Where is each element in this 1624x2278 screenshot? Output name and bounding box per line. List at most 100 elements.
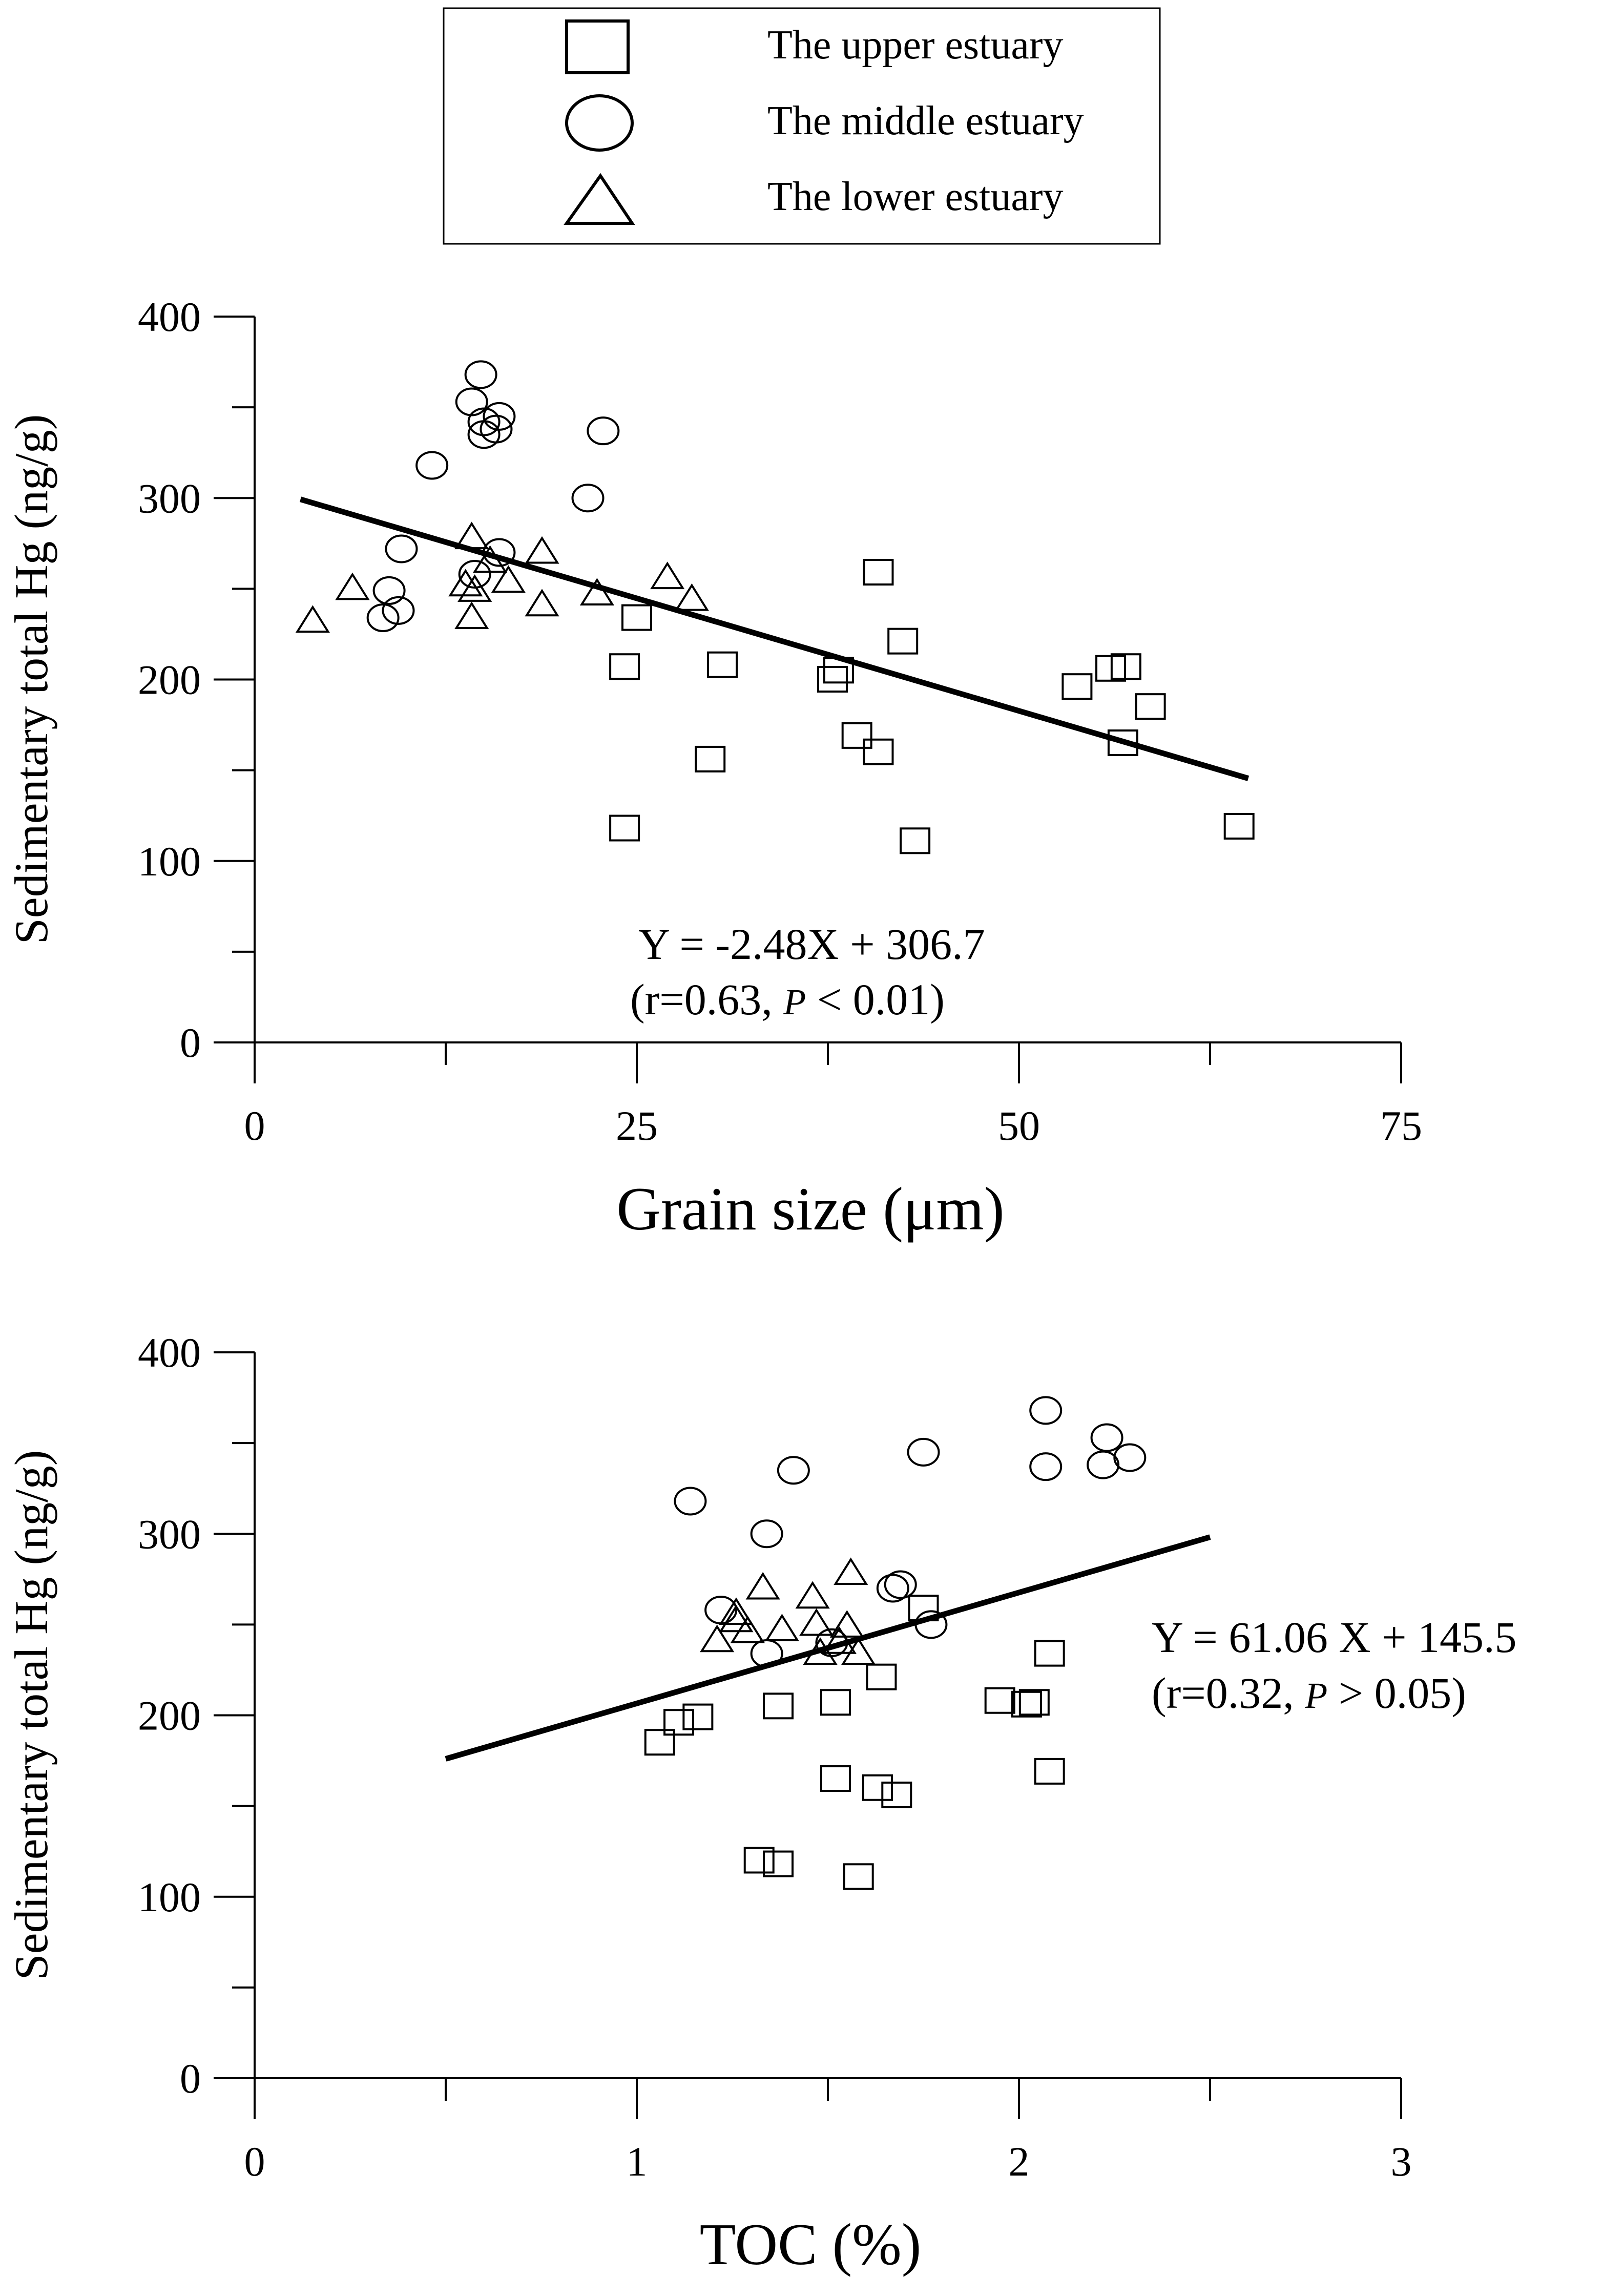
- y-axis-title: Sedimentary total Hg (ng/g): [5, 414, 57, 945]
- point-middle-estuary: [483, 538, 516, 567]
- y-tick-label: 300: [138, 475, 201, 521]
- point-lower-estuary: [829, 1610, 864, 1638]
- point-lower-estuary: [491, 565, 526, 593]
- y-axis-title: Sedimentary total Hg (ng/g): [5, 1450, 57, 1980]
- y-tick-label: 200: [138, 657, 201, 703]
- stats-p-italic: P: [783, 981, 806, 1022]
- point-lower-estuary: [803, 1637, 838, 1665]
- point-lower-estuary: [525, 536, 559, 564]
- point-lower-estuary: [579, 578, 615, 606]
- point-middle-estuary: [914, 1610, 948, 1639]
- point-lower-estuary: [834, 1557, 868, 1585]
- point-lower-estuary: [650, 561, 685, 590]
- point-lower-estuary: [525, 589, 559, 617]
- x-axis-title: Grain size (μm): [616, 1175, 1004, 1243]
- legend-label-lower: The lower estuary: [767, 174, 1064, 219]
- point-upper-estuary: [841, 722, 872, 749]
- point-middle-estuary: [382, 596, 415, 625]
- y-tick-label: 100: [138, 838, 201, 885]
- regression-equation: Y = 61.06 X + 145.5: [1152, 1613, 1517, 1662]
- point-middle-estuary: [464, 360, 497, 389]
- point-upper-estuary: [823, 657, 854, 684]
- y-tick-label: 200: [138, 1692, 201, 1739]
- x-tick-label: 2: [1009, 2138, 1030, 2185]
- y-axis-ticks: 0 100 200 300 400: [138, 294, 255, 1066]
- point-lower-estuary: [454, 601, 489, 630]
- point-upper-estuary: [663, 1709, 695, 1736]
- point-upper-estuary: [763, 1692, 794, 1720]
- point-lower-estuary: [799, 1608, 834, 1636]
- point-upper-estuary: [863, 738, 894, 765]
- chart-toc: 0 100 200 300 400 0 1 2 3 Sedimentary total Hg …: [5, 1329, 1517, 2277]
- point-upper-estuary: [1110, 653, 1141, 680]
- x-tick-label: 1: [627, 2138, 648, 2185]
- stats-p-value: > 0.05): [1327, 1668, 1466, 1718]
- legend-label-middle: The middle estuary: [767, 98, 1084, 143]
- x-axis-ticks: 0 25 50 75: [244, 1042, 1422, 1149]
- point-lower-estuary: [454, 521, 489, 550]
- y-tick-label: 100: [138, 1874, 201, 1920]
- stats-p-italic: P: [1304, 1675, 1327, 1716]
- point-middle-estuary: [415, 451, 449, 480]
- point-lower-estuary: [448, 569, 483, 597]
- legend: The upper estuary The middle estuary The…: [443, 7, 1161, 245]
- stats-r: (r=0.63,: [630, 975, 783, 1024]
- point-lower-estuary: [764, 1614, 800, 1642]
- point-upper-estuary: [984, 1687, 1015, 1714]
- point-upper-estuary: [1011, 1690, 1042, 1718]
- point-upper-estuary: [695, 745, 726, 772]
- legend-marker-triangle: [564, 173, 635, 225]
- x-axis-title: TOC (%): [700, 2212, 922, 2277]
- point-middle-estuary: [884, 1570, 917, 1599]
- point-upper-estuary: [820, 1689, 851, 1716]
- point-lower-estuary: [822, 1626, 857, 1654]
- point-upper-estuary: [1135, 693, 1166, 720]
- point-middle-estuary: [907, 1437, 940, 1467]
- x-tick-label: 50: [998, 1102, 1040, 1149]
- point-lower-estuary: [730, 1615, 765, 1643]
- point-middle-estuary: [571, 484, 605, 513]
- point-lower-estuary: [457, 574, 492, 602]
- data-points: [644, 1396, 1147, 1890]
- point-middle-estuary: [674, 1487, 707, 1516]
- point-middle-estuary: [455, 387, 488, 416]
- stats-p-value: < 0.01): [806, 975, 945, 1024]
- point-upper-estuary: [887, 628, 919, 655]
- point-lower-estuary: [795, 1581, 830, 1609]
- point-upper-estuary: [881, 1781, 912, 1808]
- point-middle-estuary: [385, 534, 418, 563]
- y-axis-ticks: 0 100 200 300 400: [138, 1329, 255, 2102]
- legend-marker-square: [565, 19, 630, 74]
- point-lower-estuary: [674, 583, 710, 611]
- point-upper-estuary: [1034, 1640, 1065, 1667]
- point-upper-estuary: [1223, 812, 1255, 840]
- point-upper-estuary: [817, 666, 848, 693]
- point-upper-estuary: [820, 1765, 851, 1792]
- point-upper-estuary: [1061, 673, 1093, 700]
- data-points: [295, 360, 1255, 854]
- point-upper-estuary: [863, 559, 894, 586]
- point-upper-estuary: [621, 604, 652, 631]
- point-upper-estuary: [843, 1863, 874, 1890]
- point-lower-estuary: [841, 1637, 876, 1665]
- point-middle-estuary: [366, 603, 400, 633]
- point-lower-estuary: [295, 605, 330, 633]
- point-upper-estuary: [644, 1729, 675, 1756]
- point-upper-estuary: [1107, 729, 1138, 757]
- x-axis-ticks: 0 1 2 3: [244, 2078, 1412, 2185]
- point-lower-estuary: [700, 1624, 735, 1653]
- legend-box: [443, 7, 1161, 245]
- y-tick-label: 0: [180, 2055, 201, 2102]
- point-middle-estuary: [1087, 1450, 1120, 1479]
- point-middle-estuary: [1090, 1423, 1123, 1452]
- x-tick-label: 0: [244, 2138, 265, 2185]
- y-tick-label: 400: [138, 1329, 201, 1376]
- point-middle-estuary: [467, 420, 501, 449]
- point-upper-estuary: [1034, 1758, 1065, 1785]
- point-upper-estuary: [862, 1774, 893, 1801]
- point-upper-estuary: [1018, 1689, 1050, 1716]
- point-lower-estuary: [472, 545, 508, 573]
- point-upper-estuary: [609, 814, 640, 842]
- point-middle-estuary: [372, 576, 406, 605]
